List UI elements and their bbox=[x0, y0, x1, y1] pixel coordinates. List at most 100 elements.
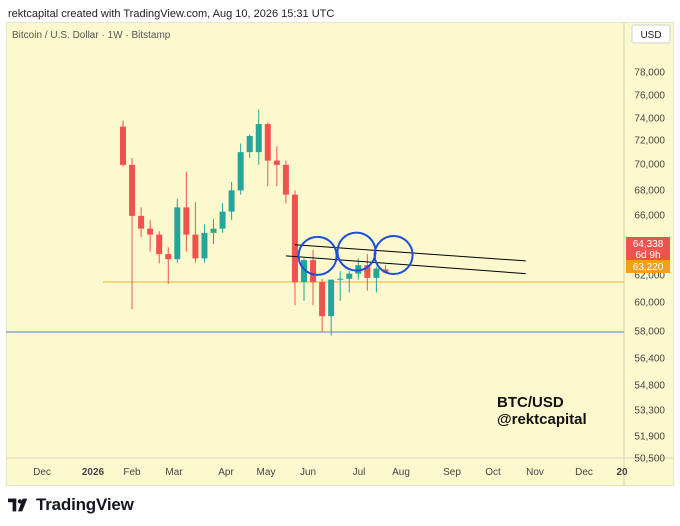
candle-body bbox=[138, 215, 145, 229]
countdown-text: 6d 9h bbox=[635, 250, 660, 261]
level-price-tag bbox=[626, 260, 670, 273]
price-tick-label: 70,000 bbox=[634, 160, 665, 171]
candle-body bbox=[246, 135, 253, 153]
price-tick-label: 74,000 bbox=[634, 114, 665, 125]
price-tick-label: 78,000 bbox=[634, 68, 665, 79]
plot-background[interactable] bbox=[6, 22, 625, 459]
time-tick-label: Aug bbox=[392, 467, 410, 478]
chart-frame[interactable]: Bitcoin / U.S. Dollar · 1W · Bitstamp US… bbox=[6, 22, 674, 486]
axis-corner bbox=[623, 457, 674, 486]
trend-line[interactable] bbox=[285, 255, 526, 275]
candle-body bbox=[291, 194, 298, 283]
candle[interactable] bbox=[165, 247, 172, 284]
current-price-text: 64,338 bbox=[633, 239, 664, 250]
time-tick-label: Sep bbox=[443, 467, 461, 478]
time-tick-label: May bbox=[257, 467, 276, 478]
price-tick-label: 66,000 bbox=[634, 211, 665, 222]
candle[interactable] bbox=[219, 203, 226, 233]
candle-body bbox=[346, 273, 353, 279]
candle[interactable] bbox=[319, 278, 326, 332]
candle[interactable] bbox=[264, 122, 271, 187]
time-tick-label: 20 bbox=[616, 467, 628, 478]
candle[interactable] bbox=[282, 160, 289, 204]
candle[interactable] bbox=[210, 219, 217, 244]
candle-body bbox=[129, 164, 136, 216]
candle-body bbox=[183, 207, 190, 235]
currency-label: USD bbox=[640, 30, 661, 41]
symbol-label: Bitcoin / U.S. Dollar · 1W · Bitstamp bbox=[12, 30, 171, 41]
candle-body bbox=[264, 124, 271, 161]
candle[interactable] bbox=[373, 266, 380, 293]
time-tick-label: Dec bbox=[33, 467, 51, 478]
candle-body bbox=[337, 278, 344, 280]
price-tick-label: 58,000 bbox=[634, 327, 665, 338]
candle[interactable] bbox=[346, 271, 353, 293]
candle[interactable] bbox=[237, 143, 244, 195]
candle[interactable] bbox=[273, 146, 280, 187]
candle[interactable] bbox=[355, 258, 362, 280]
candle[interactable] bbox=[255, 109, 262, 165]
candle-body bbox=[301, 260, 307, 283]
time-axis[interactable] bbox=[6, 457, 625, 486]
highlight-circle[interactable] bbox=[297, 235, 338, 276]
price-tick-label: 51,900 bbox=[634, 432, 665, 443]
trend-line[interactable] bbox=[294, 244, 526, 262]
time-tick-label: Feb bbox=[123, 467, 141, 478]
candle[interactable] bbox=[291, 190, 298, 306]
candle[interactable] bbox=[129, 158, 136, 310]
price-tick-label: 54,800 bbox=[634, 381, 665, 392]
price-tick-labels: 78,000 76,000 74,000 72,000 70,000 68,000 66,0… bbox=[634, 68, 665, 465]
watermark-author: @rektcapital bbox=[497, 411, 587, 428]
time-tick-label: Apr bbox=[218, 467, 234, 478]
candle[interactable] bbox=[228, 181, 235, 221]
footer-brand: TradingView bbox=[36, 495, 134, 514]
candle-body bbox=[174, 207, 181, 260]
candle-body bbox=[310, 260, 317, 283]
trend-lines bbox=[285, 244, 526, 275]
candle-body bbox=[373, 268, 380, 278]
time-tick-label: Nov bbox=[526, 467, 544, 478]
candle[interactable] bbox=[364, 254, 371, 291]
candle[interactable] bbox=[301, 258, 307, 301]
candle-body bbox=[228, 190, 235, 212]
price-chart[interactable]: Bitcoin / U.S. Dollar · 1W · Bitstamp US… bbox=[6, 22, 674, 486]
time-tick-label: 2026 bbox=[82, 467, 105, 478]
candle[interactable] bbox=[246, 134, 253, 159]
candle[interactable] bbox=[138, 207, 145, 238]
candle[interactable] bbox=[328, 279, 335, 336]
highlight-circle[interactable] bbox=[373, 234, 414, 275]
price-tick-label: 62,000 bbox=[634, 271, 665, 282]
candle-body bbox=[120, 126, 126, 165]
watermark-symbol: BTC/USD bbox=[497, 394, 564, 411]
candle[interactable] bbox=[156, 231, 163, 264]
chart-credit: rektcapital created with TradingView.com… bbox=[8, 8, 335, 20]
candle[interactable] bbox=[192, 202, 199, 263]
horizontal-levels bbox=[6, 281, 624, 333]
price-tick-label: 76,000 bbox=[634, 91, 665, 102]
candle[interactable] bbox=[120, 120, 126, 167]
price-tick-label: 72,000 bbox=[634, 136, 665, 147]
candle[interactable] bbox=[337, 271, 344, 301]
candle-body bbox=[255, 124, 262, 153]
candle[interactable] bbox=[174, 198, 181, 263]
candle-body bbox=[210, 228, 217, 233]
currency-badge[interactable] bbox=[631, 24, 671, 44]
candle-body bbox=[382, 269, 389, 273]
candle-body bbox=[147, 228, 154, 235]
time-tick-label: Dec bbox=[575, 467, 593, 478]
candle-body bbox=[219, 211, 226, 229]
candle[interactable] bbox=[310, 249, 317, 306]
candle-body bbox=[192, 234, 199, 259]
candle-body bbox=[237, 152, 244, 191]
footer: TradingView bbox=[8, 494, 134, 516]
candle-body bbox=[364, 265, 371, 278]
candle-body bbox=[282, 164, 289, 195]
time-tick-label: Mar bbox=[165, 467, 183, 478]
candles bbox=[120, 109, 389, 336]
price-tick-label: 53,300 bbox=[634, 406, 665, 417]
candle[interactable] bbox=[201, 224, 208, 263]
candle[interactable] bbox=[183, 171, 190, 252]
price-tick-label: 60,000 bbox=[634, 298, 665, 309]
candle[interactable] bbox=[147, 220, 154, 252]
candle-body bbox=[273, 160, 280, 165]
